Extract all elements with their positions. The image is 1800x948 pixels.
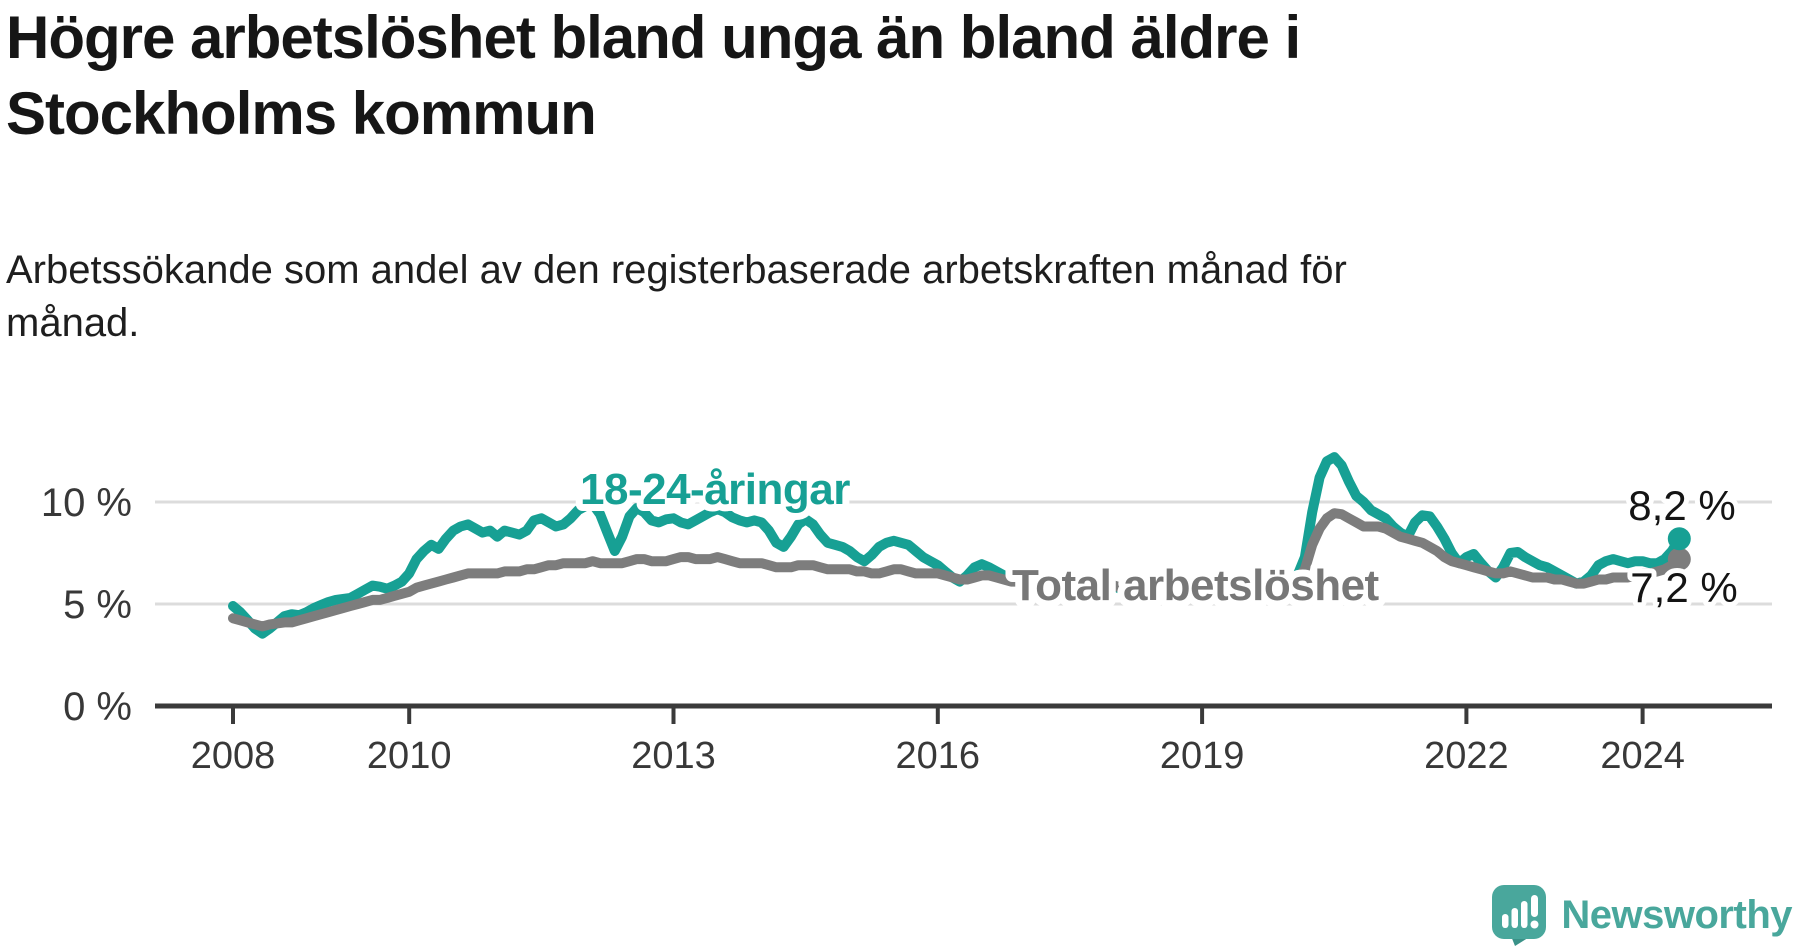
y-tick-label: 0 %: [63, 685, 132, 729]
series-line-18-24: [228, 452, 1685, 639]
end-dot-total: [1667, 547, 1691, 571]
chart-subtitle: Arbetssökande som andel av den registerb…: [6, 248, 1347, 346]
exclamation-dot: [1530, 920, 1539, 929]
y-tick-label: 5 %: [63, 583, 132, 627]
x-tick-label: 2016: [896, 735, 981, 777]
newsworthy-brand: Newsworthy: [1491, 884, 1792, 946]
series-label-total: Total arbetslöshet: [1012, 561, 1380, 610]
x-tick-label: 2024: [1600, 735, 1685, 777]
series-label-18-24: 18-24-åringar: [580, 465, 850, 514]
x-tick-label: 2019: [1160, 735, 1245, 777]
x-tick-label: 2022: [1424, 735, 1509, 777]
newsworthy-logo-icon: [1492, 885, 1547, 946]
chart-title: Högre arbetslöshet bland unga än bland ä…: [6, 4, 1301, 148]
end-point-dots: [1667, 527, 1691, 571]
end-dot-18-24: [1667, 527, 1691, 551]
x-tick-label: 2010: [367, 735, 452, 777]
exclamation-bar: [1531, 895, 1539, 917]
bar-3: [1521, 901, 1528, 928]
x-tick-label: 2008: [191, 735, 276, 777]
end-value-label-total: 7,2 %: [1630, 564, 1737, 611]
gridlines: [155, 500, 1772, 606]
series-lines: [228, 452, 1685, 639]
bar-1: [1502, 914, 1509, 928]
brand-name: Newsworthy: [1561, 892, 1792, 937]
series-line-total: [228, 508, 1685, 632]
axes: 0 % 5 % 10 % 2008 2010 2013 2016 2019 2022 2024: [41, 481, 1772, 777]
end-value-label-18-24: 8,2 %: [1628, 482, 1735, 529]
x-tick-label: 2013: [631, 735, 716, 777]
bar-2: [1511, 908, 1519, 928]
y-tick-label: 10 %: [41, 481, 132, 525]
